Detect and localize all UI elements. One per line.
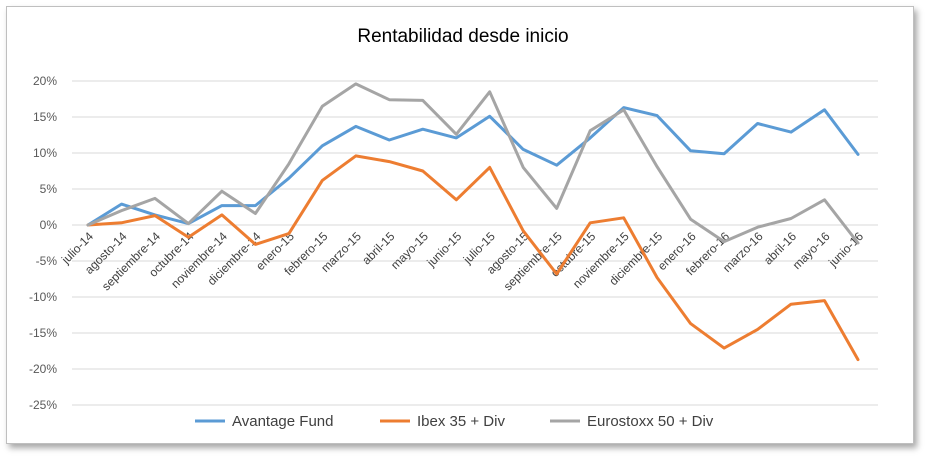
x-tick-label: mayo-15 xyxy=(388,229,431,272)
y-tick-label: 0% xyxy=(40,218,58,232)
legend: Avantage Fund Ibex 35 + Div Eurostoxx 50 +… xyxy=(195,413,714,430)
legend-label: Ibex 35 + Div xyxy=(417,413,505,430)
series-line-2 xyxy=(86,154,860,362)
y-tick-label: 15% xyxy=(33,110,57,124)
y-tick-label: -20% xyxy=(29,362,57,376)
y-tick-label: -25% xyxy=(29,398,57,412)
series-line-3 xyxy=(86,82,860,245)
y-tick-label: -5% xyxy=(36,254,58,268)
y-tick-label: -15% xyxy=(29,326,57,340)
gridlines xyxy=(72,80,878,406)
chart-title: Rentabilidad desde inicio xyxy=(357,26,568,47)
x-tick-label: junio-16 xyxy=(825,229,866,270)
x-tick-label: junio-15 xyxy=(424,229,465,270)
legend-label: Eurostoxx 50 + Div xyxy=(587,413,714,430)
y-tick-label: -10% xyxy=(29,290,57,304)
legend-label: Avantage Fund xyxy=(232,413,333,430)
x-tick-label: mayo-16 xyxy=(790,229,833,272)
y-tick-label: 10% xyxy=(33,146,57,160)
y-tick-label: 20% xyxy=(33,74,57,88)
series-line-1 xyxy=(86,106,860,227)
y-tick-label: 5% xyxy=(40,182,58,196)
y-axis-ticks: 20% 15% 10% 5% 0% -5% -10% -15% -20% -25% xyxy=(29,74,57,412)
series-lines xyxy=(86,82,860,362)
